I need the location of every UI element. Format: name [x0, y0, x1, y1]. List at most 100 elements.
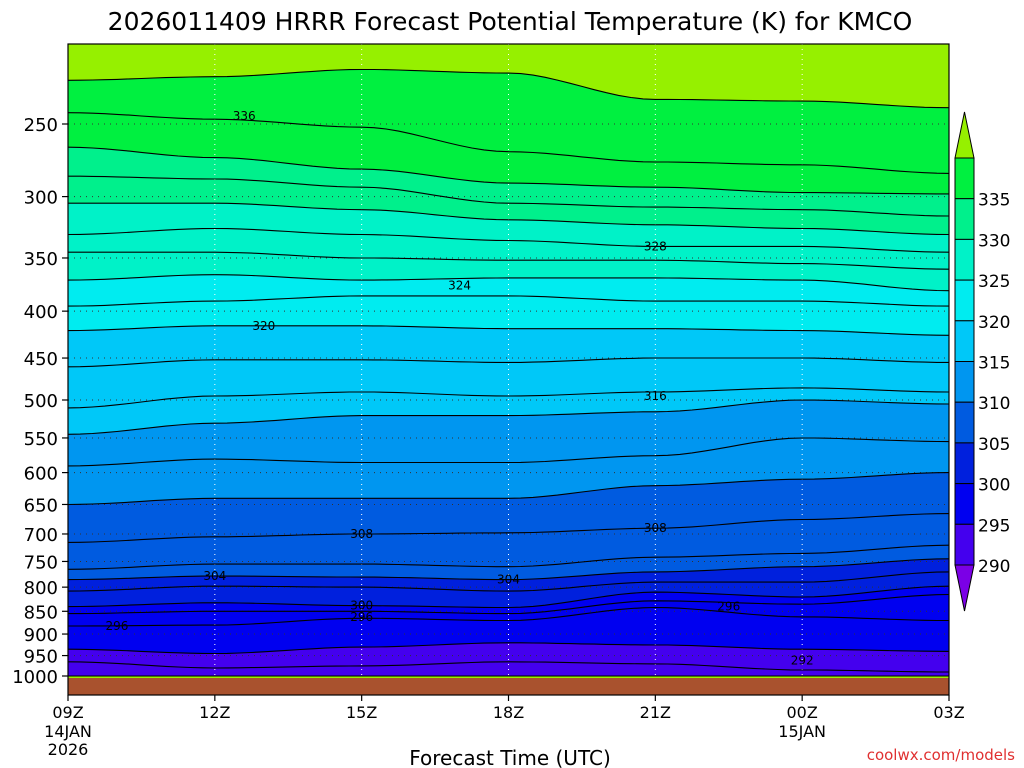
fill-band-292 [68, 642, 949, 672]
y-tick-label-550: 550 [24, 429, 58, 450]
y-tick-label-600: 600 [24, 464, 58, 485]
isentrope-label-1: 328 [644, 239, 667, 253]
isentrope-338 [67, 68, 950, 109]
x-tick-sublabel-00Z-0: 15JAN [778, 722, 826, 741]
x-tick-label-00Z: 00Z [787, 703, 818, 722]
isentrope-label-0: 336 [233, 109, 256, 123]
x-tick-sublabel-09Z-0: 14JAN [44, 722, 92, 741]
isentrope-292 [67, 661, 949, 673]
colorbar-box-2 [954, 238, 975, 281]
colorbar-box-0 [954, 157, 975, 200]
isentrope-320 [67, 325, 950, 336]
y-tick-label-450: 450 [24, 349, 58, 370]
colorbar-extend-bottom [954, 564, 975, 612]
colorbar-label-330: 330 [978, 231, 1010, 251]
isentrope-332 [68, 175, 950, 217]
isentrope-label-6: 308 [644, 521, 667, 535]
colorbar-box-1 [954, 198, 975, 240]
isentrope-label-3: 320 [252, 319, 275, 333]
fill-band-302 [68, 558, 949, 592]
isentrope-306 [67, 544, 950, 570]
fill-band-306 [68, 513, 949, 570]
y-tick-label-750: 750 [24, 552, 58, 573]
y-tick-label-250: 250 [24, 115, 58, 136]
fill-band-304 [68, 545, 949, 580]
isentrope-334 [67, 146, 949, 195]
isentrope-contours [67, 68, 950, 677]
colorbar-box-8 [954, 483, 975, 525]
x-tick-label-21Z: 21Z [640, 703, 671, 722]
isentrope-label-4: 316 [644, 389, 667, 403]
x-tick-label-03Z: 03Z [933, 703, 964, 722]
x-tick-label-12Z: 12Z [199, 703, 230, 722]
isentrope-310 [67, 472, 950, 506]
y-tick-label-1000: 1000 [12, 667, 58, 688]
y-tick-label-350: 350 [24, 249, 58, 270]
isentrope-296 [68, 606, 949, 627]
colorbar-box-7 [954, 442, 975, 485]
colorbar-box-4 [954, 320, 975, 362]
x-tick-label-09Z: 09Z [52, 703, 83, 722]
isentrope-label-9: 300 [350, 599, 373, 613]
fill-band-328 [68, 203, 949, 253]
fill-band-336 [68, 69, 949, 174]
isentrope-300 [67, 585, 950, 609]
colorbar-box-3 [954, 279, 975, 322]
colorbar-label-335: 335 [978, 191, 1010, 211]
x-axis-title: Forecast Time (UTC) [409, 746, 611, 768]
isentrope-326 [68, 251, 950, 270]
isentrope-328 [67, 227, 950, 253]
isentrope-324 [67, 274, 950, 292]
isentrope-316 [67, 387, 950, 409]
colorbar-label-290: 290 [978, 557, 1010, 577]
y-tick-label-700: 700 [24, 525, 58, 546]
y-tick-label-800: 800 [24, 578, 58, 599]
axes: 2503003504004505005506006507007508008509… [12, 43, 965, 759]
fill-band-326 [68, 228, 949, 270]
fill-band-330 [68, 176, 949, 235]
isentrope-label-11: 296 [105, 619, 128, 633]
y-tick-label-950: 950 [24, 647, 58, 668]
isentrope-308 [67, 513, 950, 543]
fill-band-294 [68, 607, 949, 654]
fill-band-290 [68, 661, 949, 676]
isentrope-302 [67, 571, 950, 592]
fill-band-316 [68, 358, 949, 408]
x-tick-sublabel-09Z-1: 2026 [48, 740, 89, 759]
colorbar-label-315: 315 [978, 354, 1010, 374]
colorbar-box-9 [954, 523, 975, 566]
colorbar-box-6 [954, 401, 975, 444]
isentrope-label-5: 308 [350, 527, 373, 541]
isentrope-298 [68, 593, 950, 615]
y-tick-label-300: 300 [24, 188, 58, 209]
chart-title: 2026011409 HRRR Forecast Potential Tempe… [108, 7, 913, 36]
isentrope-label-13: 292 [791, 654, 814, 668]
isentrope-318 [67, 357, 949, 368]
colorbar-label-305: 305 [978, 435, 1010, 455]
colorbar: 290 295 300 305 310 315 320 325 330 335 [954, 111, 1010, 612]
y-tick-label-650: 650 [24, 495, 58, 516]
ground-surface [68, 678, 949, 695]
isentrope-label-2: 324 [448, 278, 471, 292]
isentrope-330 [68, 202, 950, 236]
colorbar-label-295: 295 [978, 516, 1010, 536]
isentrope-label-10: 296 [350, 610, 373, 624]
isentrope-label-7: 304 [203, 569, 226, 583]
x-tick-label-15Z: 15Z [346, 703, 377, 722]
fill-band-300 [68, 571, 949, 608]
isentrope-label-12: 296 [717, 600, 740, 614]
y-tick-label-850: 850 [24, 602, 58, 623]
fill-band-318 [68, 325, 949, 367]
isentrope-314 [67, 399, 950, 435]
colorbar-label-325: 325 [978, 272, 1010, 292]
colorbar-label-320: 320 [978, 313, 1010, 333]
x-tick-label-18Z: 18Z [493, 703, 524, 722]
fill-band-324 [68, 252, 949, 291]
fill-band-332 [68, 147, 949, 216]
colorbar-box-5 [954, 361, 975, 403]
isentrope-304 [67, 558, 950, 581]
fill-band-310 [68, 438, 949, 505]
fill-band-298 [68, 586, 949, 614]
